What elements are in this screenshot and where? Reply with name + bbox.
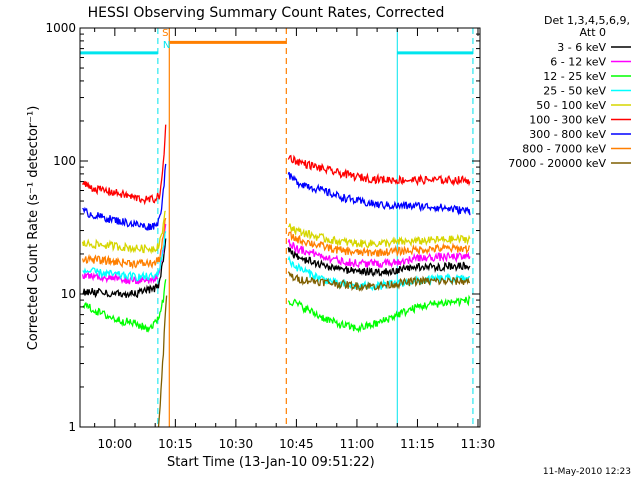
x-tick-label: 11:00 <box>340 437 375 451</box>
series-line <box>287 247 471 278</box>
x-tick-label: 10:45 <box>279 437 314 451</box>
legend-label: 50 - 100 keV <box>536 99 606 112</box>
x-tick-label: 11:15 <box>400 437 435 451</box>
y-tick-label: 100 <box>53 154 76 168</box>
series-7000-20000-kev <box>157 271 470 428</box>
series-50-100-kev <box>81 210 471 255</box>
legend-header-2: Att 0 <box>580 26 606 39</box>
legend-label: 6 - 12 keV <box>550 56 606 69</box>
legend: Det 1,3,4,5,6,9,Att 0 3 - 6 keV 6 - 12 keV… <box>508 14 631 170</box>
series-line <box>287 154 471 187</box>
legend-label: 300 - 800 keV <box>529 128 606 141</box>
series-line <box>287 239 471 269</box>
legend-label: 25 - 50 keV <box>543 85 606 98</box>
y-axis-label: Corrected Count Rate (s⁻¹ detector⁻¹) <box>26 106 41 351</box>
series-line <box>287 271 470 292</box>
y-axis: 1 10 100 1000 <box>45 21 480 434</box>
series-12-25-kev <box>82 279 471 334</box>
series-100-300-kev <box>82 124 471 206</box>
series-lines <box>81 124 471 428</box>
legend-label: 7000 - 20000 keV <box>508 157 606 170</box>
legend-label: 800 - 7000 keV <box>522 143 606 156</box>
marker-labels: SN <box>162 28 170 51</box>
marker-label-n: N <box>163 40 170 51</box>
x-tick-label: 10:15 <box>158 437 193 451</box>
series-line <box>287 171 471 216</box>
series-line <box>81 210 166 255</box>
series-line <box>287 231 471 257</box>
chart-title: HESSI Observing Summary Count Rates, Cor… <box>88 5 445 21</box>
x-tick-label: 10:00 <box>98 437 133 451</box>
legend-header: Det 1,3,4,5,6,9, <box>544 14 630 27</box>
timestamp: 11-May-2010 12:23 <box>543 467 631 477</box>
x-tick-label: 11:30 <box>461 437 496 451</box>
series-800-7000-kev <box>81 217 471 270</box>
flag-bars <box>80 40 473 55</box>
series-line <box>81 217 167 270</box>
plot-frame <box>79 27 481 428</box>
marker-label-s: S <box>162 28 168 39</box>
series-line <box>287 294 471 334</box>
series-line <box>82 231 167 282</box>
legend-label: 100 - 300 keV <box>529 114 606 127</box>
series-line <box>82 238 167 299</box>
series-line <box>287 223 471 249</box>
x-axis: 10:00 10:15 10:30 10:45 11:00 11:15 11:30 <box>94 28 496 451</box>
series-line <box>82 163 167 231</box>
y-tick-label: 1 <box>68 420 76 434</box>
series-line <box>82 124 167 206</box>
legend-label: 12 - 25 keV <box>543 70 606 83</box>
series-300-800-kev <box>82 163 471 231</box>
legend-label: 3 - 6 keV <box>557 41 606 54</box>
y-tick-label: 1000 <box>45 21 76 35</box>
y-tick-label: 10 <box>61 287 76 301</box>
saa-markers <box>168 28 287 427</box>
series-line <box>81 223 167 285</box>
x-tick-label: 10:30 <box>219 437 254 451</box>
series-line <box>157 295 168 428</box>
series-6-12-kev <box>81 223 471 285</box>
series-3-6-kev <box>82 238 471 299</box>
x-axis-label: Start Time (13-Jan-10 09:51:22) <box>167 455 375 470</box>
series-line <box>82 279 167 333</box>
